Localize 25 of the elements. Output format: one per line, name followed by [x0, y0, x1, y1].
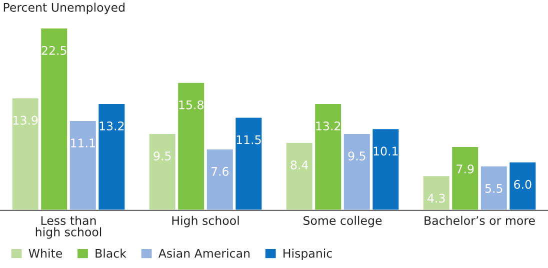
- data-label: 9.5: [348, 152, 366, 160]
- legend-label: Black: [96, 248, 126, 258]
- legend-label: Asian American: [158, 248, 250, 258]
- legend-label: Hispanic: [284, 248, 332, 260]
- data-label: 7.6: [211, 166, 229, 176]
- data-label: 15.8: [179, 100, 204, 110]
- data-label: 5.5: [485, 184, 502, 193]
- data-label: 4.3: [428, 194, 445, 203]
- data-label: 11.5: [236, 135, 261, 144]
- x-tick-label: High school: [172, 216, 239, 228]
- data-label: 13.2: [100, 121, 124, 130]
- x-tick-label: Some college: [304, 216, 382, 228]
- data-label: 13.9: [14, 116, 38, 125]
- data-label: 13.2: [316, 121, 340, 130]
- data-label: 7.9: [456, 164, 474, 174]
- data-label: 6.0: [514, 180, 532, 189]
- data-label: 9.5: [154, 152, 171, 160]
- data-label: 8.4: [290, 160, 308, 170]
- y-axis-title: Percent Unemployed: [4, 2, 124, 14]
- legend-label: White: [28, 248, 62, 258]
- data-label: 10.1: [374, 146, 398, 156]
- x-tick-label: Less than high school: [36, 216, 102, 239]
- x-tick-label: Bachelor’s or more: [424, 216, 535, 225]
- data-label: 11.1: [71, 138, 95, 148]
- data-label: 22.5: [42, 46, 66, 55]
